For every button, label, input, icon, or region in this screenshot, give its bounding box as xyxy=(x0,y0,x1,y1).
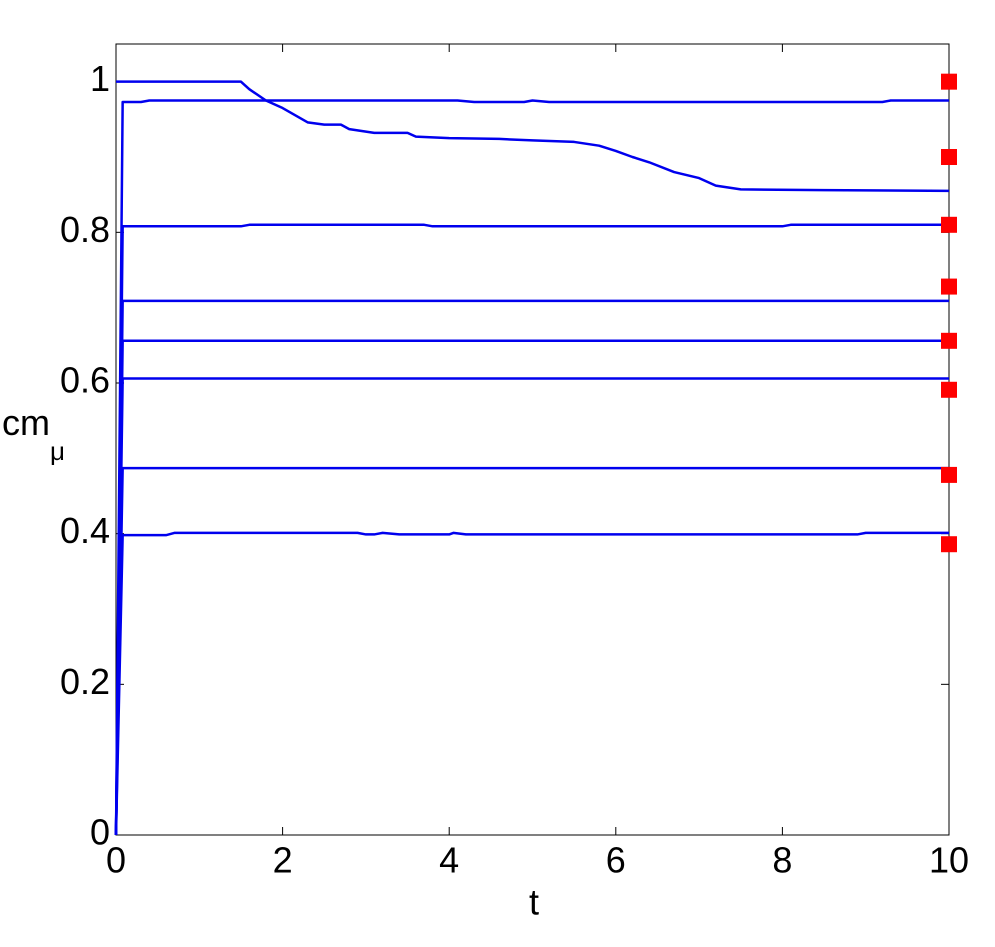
x-tick-label: 6 xyxy=(606,840,626,881)
marker xyxy=(941,149,957,165)
marker xyxy=(941,381,957,398)
y-tick-label: 0.8 xyxy=(60,209,110,250)
y-tick-label: 0.4 xyxy=(60,510,110,551)
y-tick-label: 0 xyxy=(90,812,110,853)
plot-frame xyxy=(115,43,950,836)
x-tick-label: 8 xyxy=(772,840,792,881)
data-line xyxy=(114,299,949,836)
marker xyxy=(941,216,957,233)
marker xyxy=(941,73,957,90)
x-tick-label: 10 xyxy=(929,840,969,881)
marker xyxy=(941,332,957,349)
x-tick-label: 2 xyxy=(273,840,293,881)
data-line xyxy=(116,80,950,193)
data-line xyxy=(114,377,949,836)
data-line xyxy=(114,339,949,836)
marker xyxy=(941,536,957,553)
marker xyxy=(941,278,957,295)
y-axis-label-base: cm xyxy=(2,402,50,443)
y-axis-label: cmμ xyxy=(2,402,65,466)
y-tick-label: 0.2 xyxy=(60,661,110,702)
marker xyxy=(941,466,957,483)
x-tick-label: 0 xyxy=(106,840,126,881)
y-axis-label-sub: μ xyxy=(50,436,65,466)
data-line xyxy=(114,223,949,836)
y-tick-label: 0.6 xyxy=(60,360,110,401)
x-tick-label: 4 xyxy=(439,840,459,881)
data-line xyxy=(114,99,949,836)
data-line xyxy=(114,466,949,836)
x-axis-label: t xyxy=(529,882,539,923)
data-line xyxy=(114,531,949,836)
y-tick-label: 1 xyxy=(90,58,110,99)
